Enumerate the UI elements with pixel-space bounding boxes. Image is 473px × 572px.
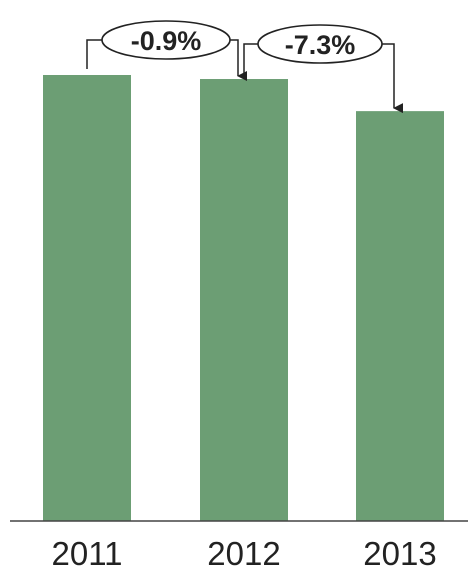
connector-arrow-2011-2012 <box>230 39 247 82</box>
bar-2013 <box>356 111 444 521</box>
change-label-2012-2013: -7.3% <box>285 30 356 60</box>
change-bubble-2011-2012 <box>101 20 231 60</box>
connector-arrow-2012-2013 <box>382 43 403 114</box>
change-labels: -0.9% -7.3% <box>101 20 383 64</box>
x-tick-label-2013: 2013 <box>363 535 436 572</box>
change-bubble-2012-2013 <box>257 24 383 64</box>
bars <box>43 75 444 521</box>
change-label-2011-2012: -0.9% <box>131 26 202 56</box>
bar-2011 <box>43 75 131 521</box>
x-axis-ticks: 2011 2012 2013 <box>52 535 437 572</box>
x-tick-label-2012: 2012 <box>207 535 280 572</box>
connector-left-2011-2012 <box>86 39 102 69</box>
bar-2012 <box>200 79 288 521</box>
connector-left-2012-2013 <box>243 43 258 74</box>
change-connectors <box>86 39 403 114</box>
x-tick-label-2011: 2011 <box>52 535 123 572</box>
